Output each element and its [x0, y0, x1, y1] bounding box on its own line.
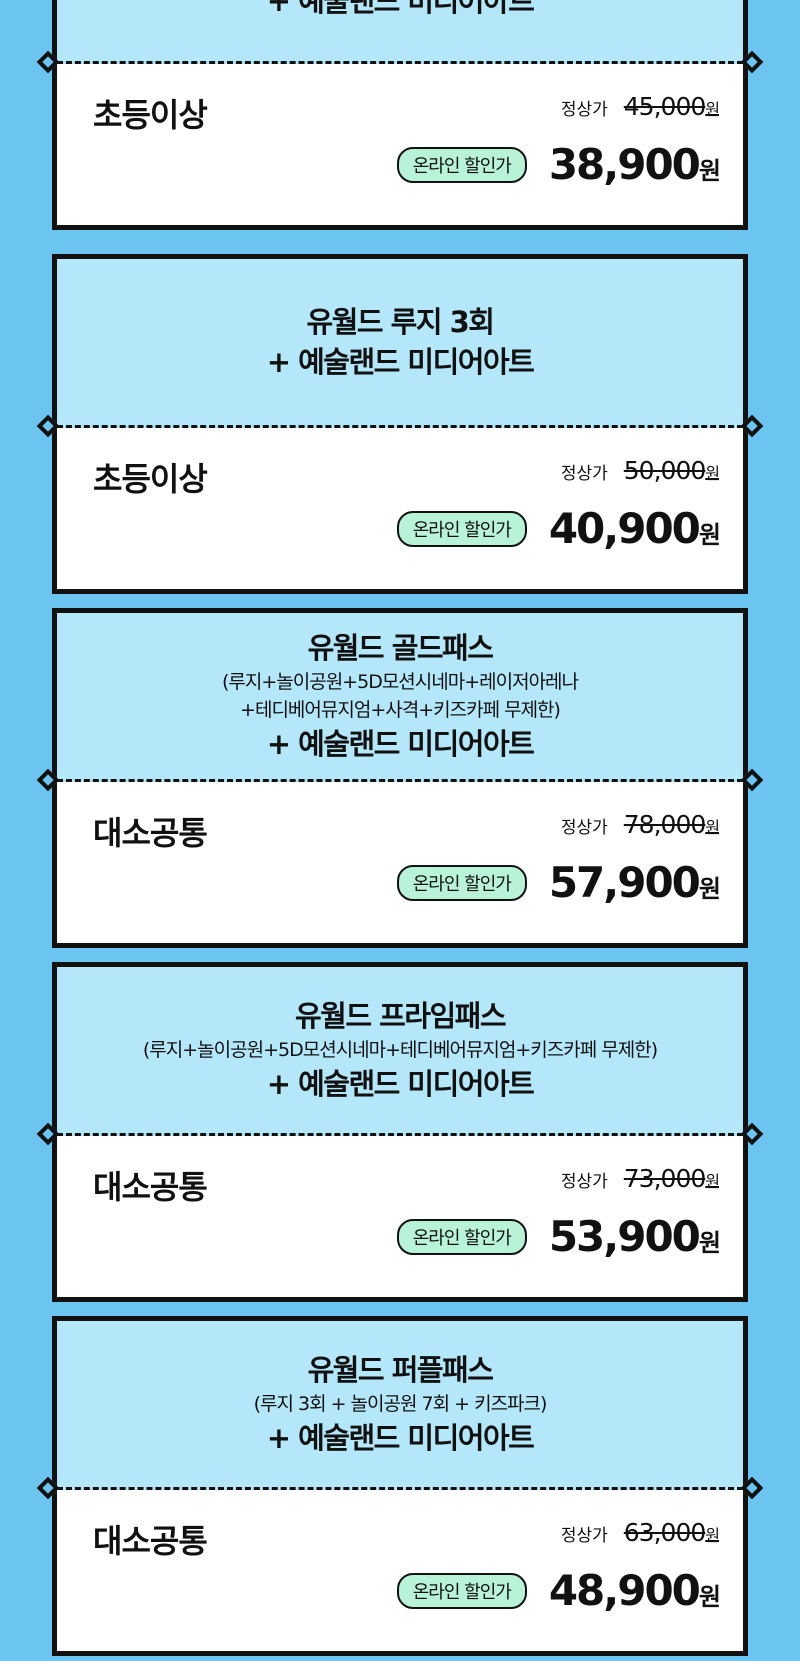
product-description: (루지+놀이공원+5D모션시네마+레이저아레나: [221, 671, 579, 693]
ticket-card: 유월드 프라임패스 (루지+놀이공원+5D모션시네마+테디베어뮤지엄+키즈카페 무…: [36, 962, 764, 1302]
notch-left: [36, 50, 60, 74]
notch-left: [36, 768, 60, 792]
regular-price: 정상가 50,000원: [560, 456, 720, 485]
regular-label: 정상가: [560, 100, 608, 120]
product-title: 유월드 프라임패스: [294, 999, 507, 1033]
regular-price: 정상가 63,000원: [560, 1518, 720, 1547]
notch-right: [740, 1476, 764, 1500]
notch-left: [36, 1476, 60, 1500]
regular-price-value: 73,000원: [623, 1164, 720, 1193]
regular-label: 정상가: [560, 1172, 608, 1192]
sale-price-value: 48,900원: [548, 1566, 721, 1615]
ticket-price-section: 대소공통 정상가 63,000원 온라인 할인가 48,900원: [57, 1488, 743, 1651]
product-addon: + 예술랜드 미디어아트: [266, 0, 535, 18]
ticket-header: 유월드 프라임패스 (루지+놀이공원+5D모션시네마+테디베어뮤지엄+키즈카페 무…: [57, 967, 743, 1136]
regular-label: 정상가: [560, 818, 608, 838]
notch-left: [36, 1122, 60, 1146]
product-description: +테디베어뮤지엄+사격+키즈카페 무제한): [240, 699, 561, 721]
sale-price: 온라인 할인가 53,900원: [396, 1212, 721, 1261]
online-discount-badge: 온라인 할인가: [396, 864, 527, 901]
product-addon: + 예술랜드 미디어아트: [266, 345, 535, 379]
regular-price-value: 50,000원: [623, 456, 720, 485]
online-discount-badge: 온라인 할인가: [396, 1218, 527, 1255]
ticket-card: 유월드 루지 3회 + 예술랜드 미디어아트 초등이상 정상가 50,000원 온라…: [36, 254, 764, 594]
ticket-card: + 예술랜드 미디어아트 초등이상 정상가 45,000원 온라인 할인가 38,9…: [36, 0, 764, 230]
sale-price-value: 38,900원: [548, 140, 721, 189]
age-group: 초등이상: [93, 460, 208, 498]
ticket-card: 유월드 퍼플패스 (루지 3회 + 놀이공원 7회 + 키즈파크) + 예술랜드 미…: [36, 1316, 764, 1656]
ticket-price-section: 대소공통 정상가 73,000원 온라인 할인가 53,900원: [57, 1134, 743, 1297]
notch-right: [740, 50, 764, 74]
online-discount-badge: 온라인 할인가: [396, 146, 527, 183]
online-discount-badge: 온라인 할인가: [396, 510, 527, 547]
regular-label: 정상가: [560, 1526, 608, 1546]
sale-price: 온라인 할인가 40,900원: [396, 504, 721, 553]
age-group: 대소공통: [93, 1522, 208, 1560]
regular-price-value: 45,000원: [623, 92, 720, 121]
sale-price-value: 57,900원: [548, 858, 721, 907]
ticket-price-section: 초등이상 정상가 45,000원 온라인 할인가 38,900원: [57, 62, 743, 225]
sale-price: 온라인 할인가 48,900원: [396, 1566, 721, 1615]
notch-right: [740, 768, 764, 792]
product-addon: + 예술랜드 미디어아트: [266, 1067, 535, 1101]
ticket-card: 유월드 골드패스 (루지+놀이공원+5D모션시네마+레이저아레나 +테디베어뮤지엄+…: [36, 608, 764, 948]
regular-price: 정상가 78,000원: [560, 810, 720, 839]
age-group: 초등이상: [93, 96, 208, 134]
product-addon: + 예술랜드 미디어아트: [266, 1421, 535, 1455]
ticket-header: 유월드 퍼플패스 (루지 3회 + 놀이공원 7회 + 키즈파크) + 예술랜드 미…: [57, 1321, 743, 1490]
age-group: 대소공통: [93, 814, 208, 852]
regular-price-value: 78,000원: [623, 810, 720, 839]
regular-price: 정상가 73,000원: [560, 1164, 720, 1193]
online-discount-badge: 온라인 할인가: [396, 1572, 527, 1609]
ticket-price-section: 대소공통 정상가 78,000원 온라인 할인가 57,900원: [57, 780, 743, 943]
sale-price: 온라인 할인가 57,900원: [396, 858, 721, 907]
notch-left: [36, 414, 60, 438]
regular-label: 정상가: [560, 464, 608, 484]
product-title: 유월드 골드패스: [307, 631, 494, 665]
ticket-header: + 예술랜드 미디어아트: [57, 0, 743, 64]
notch-right: [740, 414, 764, 438]
product-addon: + 예술랜드 미디어아트: [266, 727, 535, 761]
ticket-header: 유월드 골드패스 (루지+놀이공원+5D모션시네마+레이저아레나 +테디베어뮤지엄+…: [57, 613, 743, 782]
product-title: 유월드 루지 3회: [306, 305, 495, 339]
regular-price-value: 63,000원: [623, 1518, 720, 1547]
product-description: (루지 3회 + 놀이공원 7회 + 키즈파크): [253, 1393, 548, 1415]
ticket-header: 유월드 루지 3회 + 예술랜드 미디어아트: [57, 259, 743, 428]
regular-price: 정상가 45,000원: [560, 92, 720, 121]
sale-price-value: 40,900원: [548, 504, 721, 553]
product-title: 유월드 퍼플패스: [307, 1353, 494, 1387]
ticket-price-section: 초등이상 정상가 50,000원 온라인 할인가 40,900원: [57, 426, 743, 589]
sale-price: 온라인 할인가 38,900원: [396, 140, 721, 189]
sale-price-value: 53,900원: [548, 1212, 721, 1261]
notch-right: [740, 1122, 764, 1146]
age-group: 대소공통: [93, 1168, 208, 1206]
product-description: (루지+놀이공원+5D모션시네마+테디베어뮤지엄+키즈카페 무제한): [142, 1039, 658, 1061]
